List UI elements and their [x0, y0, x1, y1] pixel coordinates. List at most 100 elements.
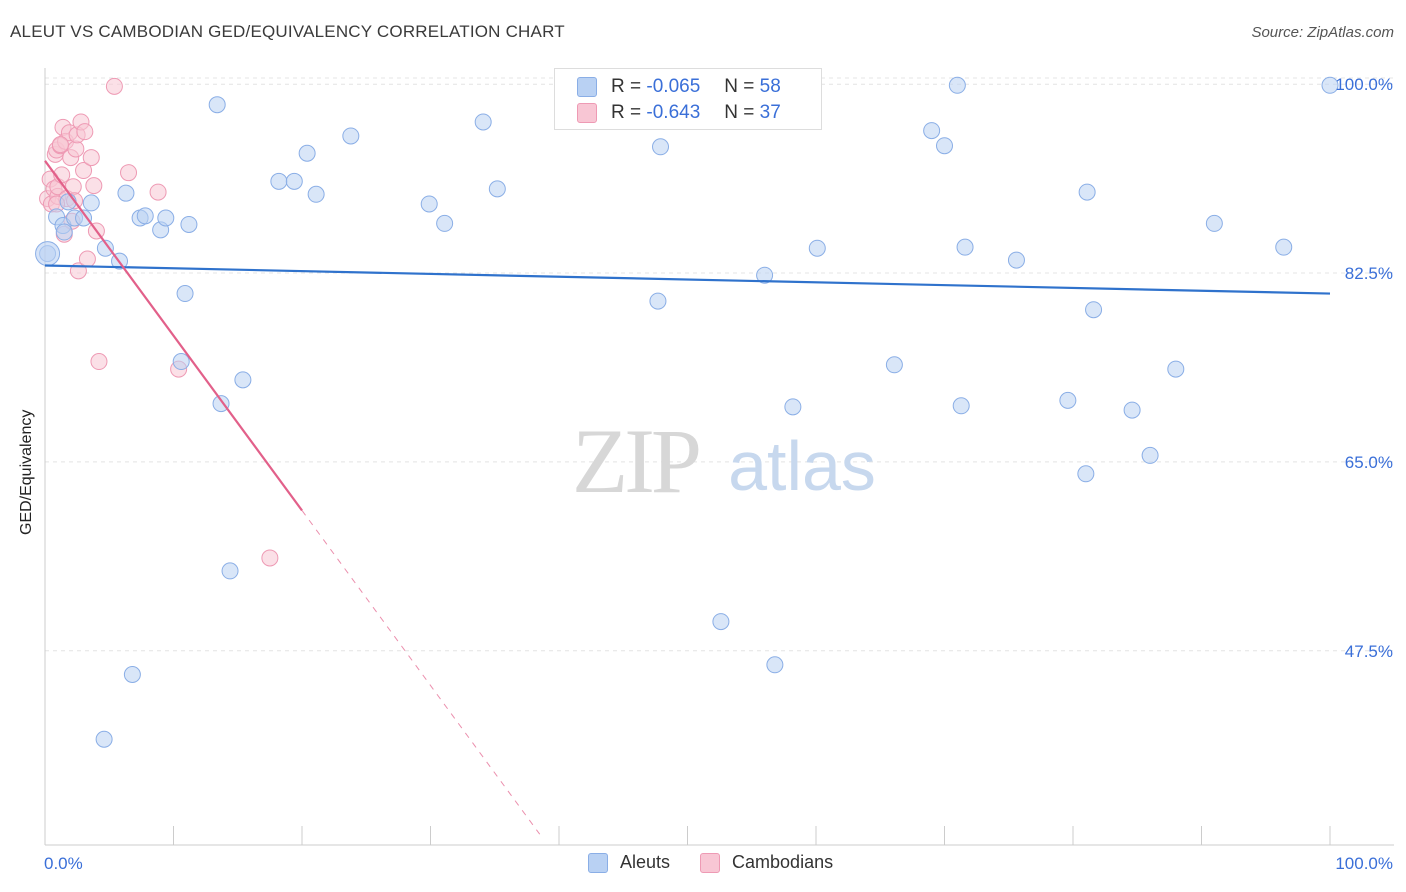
trend-lines: [44, 160, 1331, 835]
aleut-point: [1077, 465, 1095, 483]
aleut-point: [176, 285, 194, 303]
legend-r-value: -0.065: [646, 76, 701, 97]
cambodian-point: [90, 353, 108, 371]
legend-swatch-cambodians: [577, 103, 597, 123]
cambodian-trend-line: [44, 160, 303, 512]
cambodian-points: [39, 77, 279, 567]
aleut-point: [808, 239, 826, 257]
gridlines: [45, 77, 1394, 652]
aleut-point: [157, 209, 175, 227]
aleut-point: [172, 353, 190, 371]
aleut-point: [208, 96, 226, 114]
aleut-point: [766, 656, 784, 674]
legend-r-label: R =: [611, 76, 642, 97]
aleut-point: [221, 562, 239, 580]
aleut-point: [1059, 391, 1077, 409]
cambodian-point: [51, 136, 69, 154]
cambodian-point: [78, 250, 96, 268]
aleut-point: [82, 194, 100, 212]
cambodian-point: [67, 140, 85, 158]
aleut-point: [488, 180, 506, 198]
cambodian-trend-extrapolated: [301, 510, 541, 835]
aleut-point: [948, 76, 966, 94]
aleut-point: [95, 730, 113, 748]
legend-n-value: 58: [759, 76, 781, 97]
aleut-point: [956, 238, 974, 256]
legend-r-value: -0.643: [646, 102, 701, 123]
cambodian-point: [85, 177, 103, 195]
aleut-point: [1123, 401, 1141, 419]
aleut-point: [923, 122, 941, 140]
aleut-point: [123, 665, 141, 683]
cambodian-point: [261, 549, 279, 567]
legend-n-label: N =: [724, 76, 755, 97]
legend-row-cambodians: R = -0.643 N = 37: [577, 100, 781, 126]
aleut-point: [1085, 301, 1103, 319]
legend-n-label: N =: [724, 102, 755, 123]
aleut-point: [712, 613, 730, 631]
legend-label-aleuts: Aleuts: [620, 852, 671, 872]
x-tick-label: 100.0%: [1335, 854, 1393, 873]
watermark: ZIP atlas: [572, 410, 876, 512]
axes: [44, 68, 1394, 846]
aleut-points: [35, 76, 1339, 748]
tick-labels: 47.5% 65.0% 82.5% 100.0% 0.0% 100.0%: [44, 75, 1393, 873]
cambodian-point: [149, 183, 167, 201]
aleut-point: [342, 127, 360, 145]
y-tick-label: 100.0%: [1335, 75, 1393, 94]
aleut-point: [1167, 360, 1185, 378]
aleut-point: [270, 172, 288, 190]
aleut-point: [117, 184, 135, 202]
aleut-point: [136, 207, 154, 225]
legend-n-value: 37: [759, 102, 781, 123]
aleut-point: [1275, 238, 1293, 256]
aleut-point: [649, 292, 667, 310]
aleut-point: [756, 266, 774, 284]
aleut-trend-line: [44, 264, 1331, 295]
aleut-point: [35, 241, 61, 267]
cambodian-point: [76, 123, 94, 141]
aleut-point: [55, 223, 73, 241]
cambodian-point: [82, 149, 100, 167]
y-tick-label: 65.0%: [1345, 453, 1393, 472]
aleut-point: [1007, 251, 1025, 269]
watermark-atlas: atlas: [728, 427, 876, 505]
legend-swatch-aleuts: [588, 852, 608, 873]
aleut-point: [96, 239, 114, 257]
aleut-point: [298, 144, 316, 162]
series-legend: Aleuts Cambodians: [588, 852, 863, 873]
source-label: Source: ZipAtlas.com: [1251, 24, 1394, 41]
legend-label-cambodians: Cambodians: [732, 852, 834, 872]
aleut-point: [180, 215, 198, 233]
cambodian-point: [105, 77, 123, 95]
aleut-point: [784, 398, 802, 416]
aleut-point: [436, 214, 454, 232]
aleut-point: [1078, 183, 1096, 201]
correlation-legend: R = -0.065 N = 58 R = -0.643 N = 37: [554, 68, 822, 130]
legend-swatch-cambodians: [700, 852, 721, 873]
y-tick-label: 47.5%: [1345, 642, 1393, 661]
aleut-point: [307, 185, 325, 203]
legend-item-cambodians[interactable]: Cambodians: [700, 852, 833, 873]
aleut-point: [59, 193, 77, 211]
aleut-point: [285, 172, 303, 190]
aleut-point: [234, 371, 252, 389]
aleut-point: [952, 397, 970, 415]
chart-title: ALEUT VS CAMBODIAN GED/EQUIVALENCY CORRE…: [10, 22, 565, 41]
aleut-point: [1321, 76, 1339, 94]
cambodian-point: [120, 164, 138, 182]
aleut-point: [474, 113, 492, 131]
legend-item-aleuts[interactable]: Aleuts: [588, 852, 670, 873]
aleut-point: [75, 209, 93, 227]
x-tick-label: 0.0%: [44, 854, 83, 873]
legend-swatch-aleuts: [577, 77, 597, 97]
legend-r-label: R =: [611, 102, 642, 123]
watermark-zip: ZIP: [572, 410, 699, 512]
aleut-point: [420, 195, 438, 213]
legend-row-aleuts: R = -0.065 N = 58: [577, 74, 781, 100]
aleut-point: [885, 356, 903, 374]
aleut-point: [1205, 214, 1223, 232]
cambodian-point: [75, 162, 93, 180]
aleut-point: [936, 137, 953, 155]
